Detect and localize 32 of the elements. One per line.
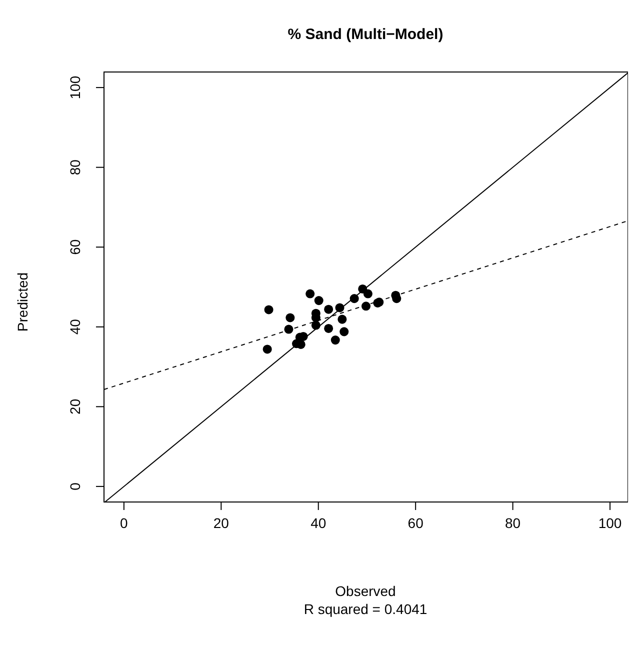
point xyxy=(311,320,320,330)
y-tick-label: 100 xyxy=(67,76,83,100)
point xyxy=(330,336,340,345)
point xyxy=(324,304,334,314)
text: R squared = 0.4041 xyxy=(302,600,428,618)
point xyxy=(363,289,372,298)
y-tick-label: 40 xyxy=(67,318,83,335)
y-tick-label: 20 xyxy=(67,398,83,414)
point xyxy=(361,302,371,311)
point xyxy=(338,314,347,324)
x-tick-label: 0 xyxy=(120,514,128,531)
point xyxy=(264,305,274,314)
y-tick-label: 0 xyxy=(67,482,83,490)
point xyxy=(284,324,294,334)
x-tick-label: 100 xyxy=(598,514,622,531)
point xyxy=(306,289,315,298)
x-tick-label: 60 xyxy=(408,514,424,531)
chart-title: % Sand (Multi−Model) xyxy=(286,26,444,43)
point xyxy=(335,303,344,312)
point xyxy=(262,344,272,354)
point xyxy=(340,327,349,336)
x-axis-title: Observed xyxy=(334,582,397,600)
point xyxy=(350,294,359,304)
point xyxy=(286,313,295,322)
y-axis-title: Predicted xyxy=(15,272,31,332)
y-tick-label: 60 xyxy=(67,239,83,255)
x-tick-label: 80 xyxy=(505,514,521,531)
point xyxy=(314,296,324,306)
x-tick-label: 20 xyxy=(213,514,230,531)
point xyxy=(324,324,334,333)
x-tick-label: 40 xyxy=(310,514,326,531)
y-tick-label: 80 xyxy=(67,159,83,176)
